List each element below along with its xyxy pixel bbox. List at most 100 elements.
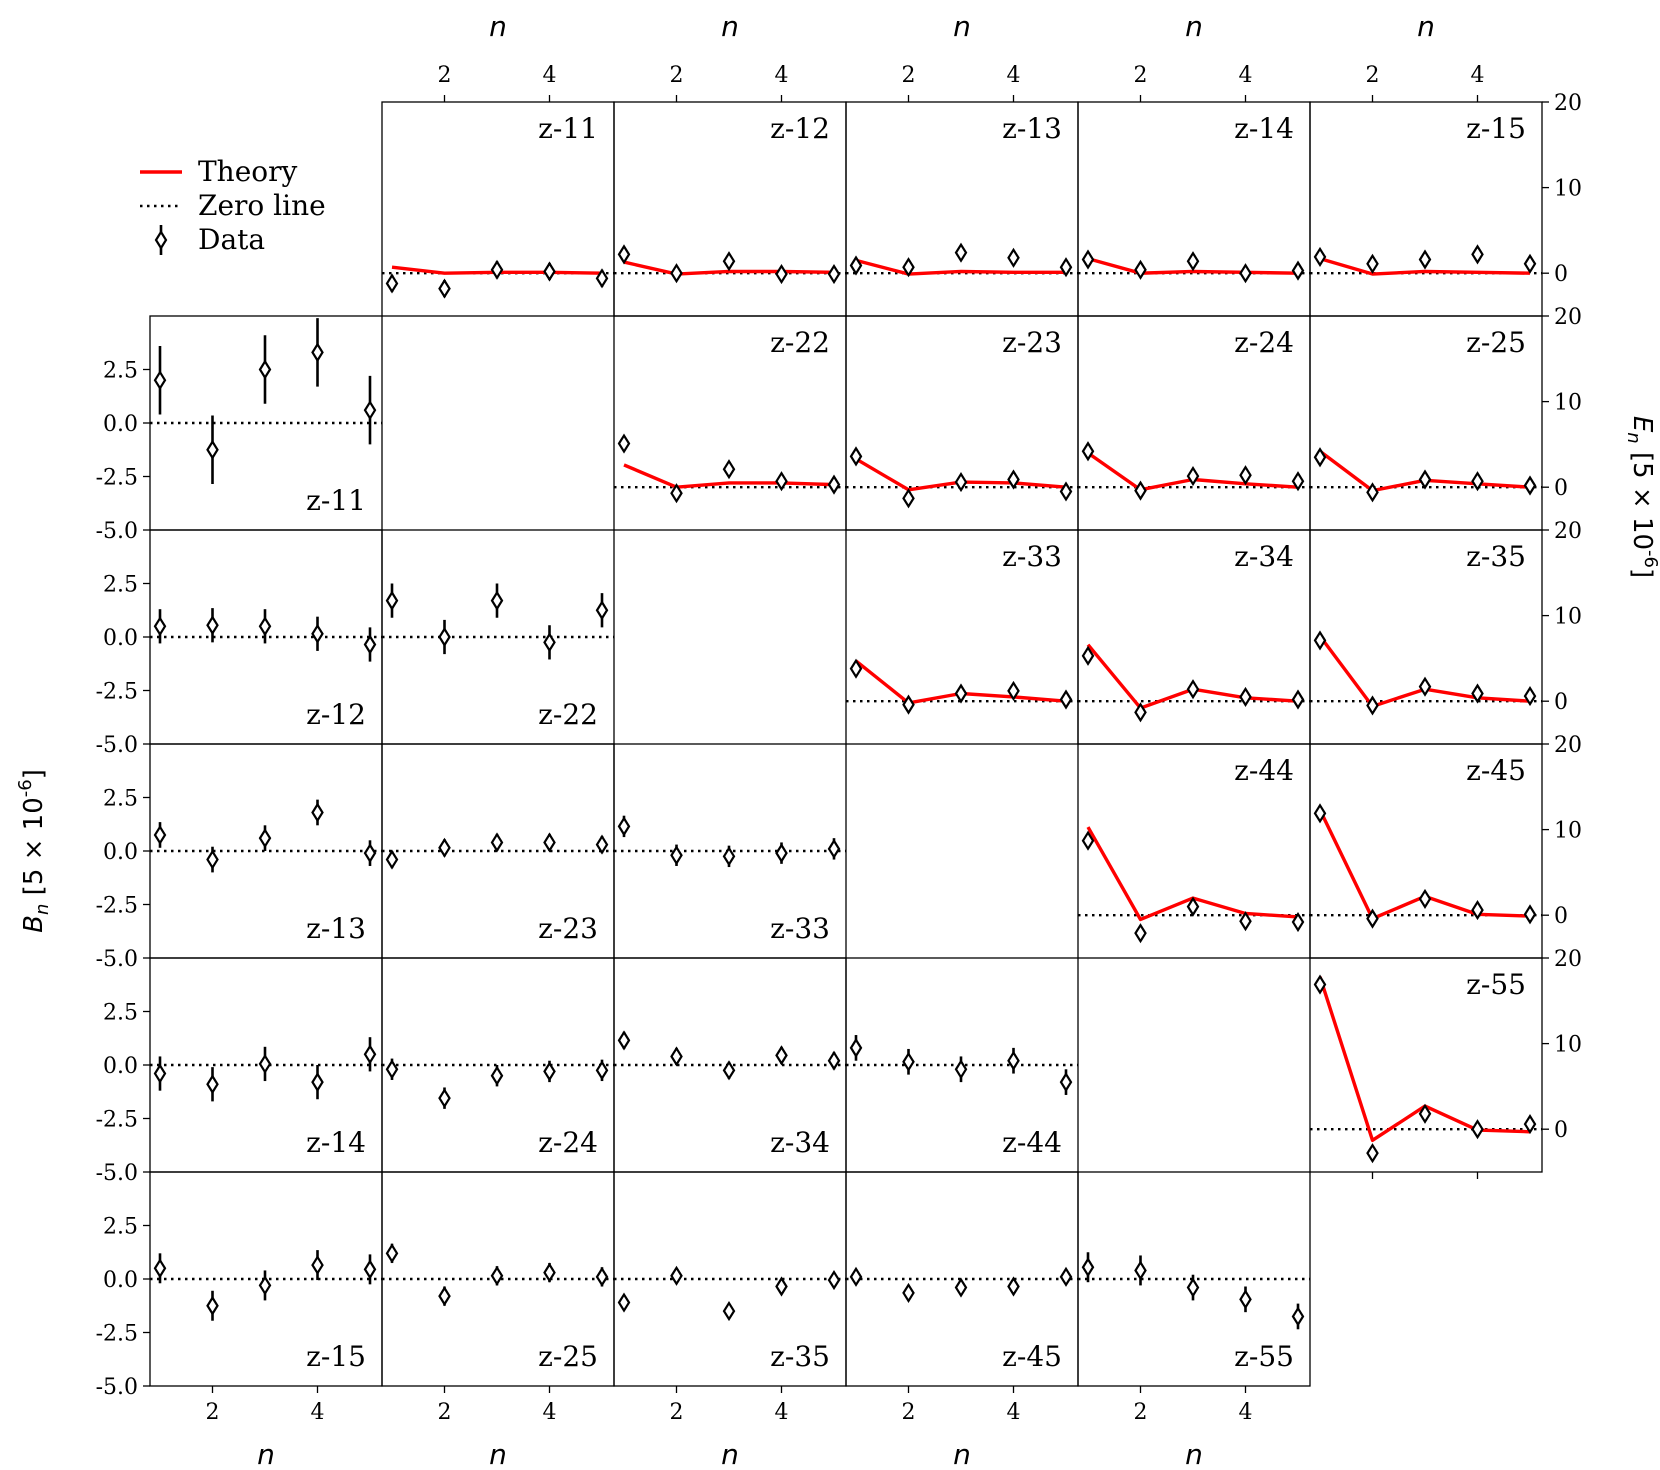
data-point — [206, 615, 219, 636]
data-point — [722, 846, 736, 867]
data-point — [1471, 1119, 1484, 1140]
data-point — [954, 1277, 968, 1298]
data-point — [1059, 689, 1073, 710]
upper-panel-z-35: z-35 — [1309, 529, 1543, 745]
data-point — [595, 1060, 609, 1081]
data-point — [722, 1301, 736, 1322]
x-axis-label: n — [1185, 10, 1203, 43]
data-point — [206, 849, 219, 870]
lower-panel-z-33: z-33 — [613, 743, 847, 959]
y-tick-label: 10 — [1554, 819, 1582, 844]
panel-label: z-12 — [770, 112, 830, 145]
data-point — [385, 1243, 399, 1264]
y-tick-label: 20 — [1554, 91, 1582, 116]
data-point — [1007, 247, 1020, 268]
panel-label: z-44 — [1002, 1126, 1062, 1159]
data-point — [1134, 923, 1147, 944]
data-point — [543, 261, 556, 282]
data-point — [1523, 475, 1537, 496]
data-point — [849, 255, 863, 276]
data-point — [617, 816, 631, 837]
panel-label: z-11 — [538, 112, 598, 145]
data-point — [1186, 1277, 1200, 1298]
panel-label: z-14 — [1234, 112, 1294, 145]
y-tick-label: 20 — [1554, 519, 1582, 544]
data-point — [1239, 465, 1252, 486]
data-point — [385, 590, 399, 611]
data-point — [311, 623, 324, 644]
data-point — [363, 843, 377, 864]
y-tick-label: 2.5 — [103, 573, 138, 598]
data-point — [595, 268, 609, 289]
data-point — [1007, 1276, 1020, 1297]
y-tick-label: -5.0 — [96, 733, 138, 758]
x-tick-label: 2 — [438, 1400, 452, 1425]
data-point — [1523, 1113, 1537, 1135]
upper-panel-z-22: z-22 — [613, 315, 847, 531]
data-point — [206, 1074, 219, 1095]
data-point — [849, 1266, 863, 1287]
data-point — [670, 1046, 683, 1067]
data-point — [1523, 904, 1537, 925]
upper-panel-z-45: z-45 — [1309, 743, 1543, 959]
lower-panel-z-34: z-34 — [613, 957, 847, 1173]
data-point — [1418, 469, 1432, 490]
panel-label: z-11 — [306, 484, 366, 517]
data-point — [438, 626, 451, 648]
panel-label: z-13 — [306, 912, 366, 945]
data-point — [1186, 251, 1200, 272]
y-tick-label: 10 — [1554, 177, 1582, 202]
x-axis-label: n — [953, 10, 971, 43]
panel-frame — [1309, 957, 1543, 1173]
y-tick-label: 0.0 — [103, 840, 138, 865]
data-point — [363, 1259, 377, 1280]
legend-label: Data — [198, 223, 265, 256]
data-point — [311, 1072, 324, 1093]
data-point — [311, 802, 324, 823]
panel-label: z-34 — [770, 1126, 830, 1159]
x-tick-label: 2 — [670, 63, 684, 88]
data-point — [385, 849, 399, 870]
data-point — [722, 1060, 736, 1081]
x-tick-label: 2 — [1134, 1400, 1148, 1425]
panel-label: z-55 — [1234, 1340, 1294, 1373]
data-point — [775, 1276, 788, 1297]
y-tick-label: -2.5 — [96, 1108, 138, 1133]
lower-panel-z-12: z-12 — [149, 529, 383, 745]
data-point — [1081, 830, 1095, 851]
data-point — [1366, 908, 1379, 929]
y-tick-label: -2.5 — [96, 680, 138, 705]
panel-label: z-33 — [1002, 540, 1062, 573]
data-point — [1313, 447, 1327, 468]
x-tick-label: 2 — [438, 63, 452, 88]
x-axis-label: n — [1185, 1438, 1203, 1470]
data-point — [258, 1053, 272, 1075]
data-point — [1186, 465, 1200, 487]
lower-panel-z-25: z-25 — [381, 1171, 615, 1387]
upper-panel-z-11: z-11 — [381, 101, 615, 317]
data-point — [490, 259, 504, 280]
data-point — [670, 845, 683, 866]
upper-panel-z-14: z-14 — [1077, 101, 1311, 317]
data-point — [1523, 253, 1537, 274]
data-point — [1418, 1103, 1432, 1124]
data-point — [543, 1061, 556, 1082]
data-point — [1313, 974, 1327, 995]
x-tick-label: 2 — [206, 1400, 220, 1425]
upper-panel-z-44: z-44 — [1077, 743, 1311, 959]
x-tick-label: 4 — [775, 63, 789, 88]
data-point — [1291, 911, 1305, 933]
data-point — [775, 263, 788, 285]
x-tick-label: 2 — [902, 1400, 916, 1425]
x-tick-label: 2 — [670, 1400, 684, 1425]
y-tick-label: -2.5 — [96, 1322, 138, 1347]
data-point — [1059, 481, 1073, 502]
x-tick-label: 4 — [1007, 63, 1021, 88]
panel-label: z-15 — [306, 1340, 366, 1373]
data-point — [311, 1255, 324, 1276]
panel-label: z-55 — [1466, 968, 1526, 1001]
data-point — [490, 832, 504, 853]
data-point — [1471, 244, 1484, 265]
data-point — [1291, 260, 1305, 281]
x-tick-label: 4 — [1239, 1400, 1253, 1425]
